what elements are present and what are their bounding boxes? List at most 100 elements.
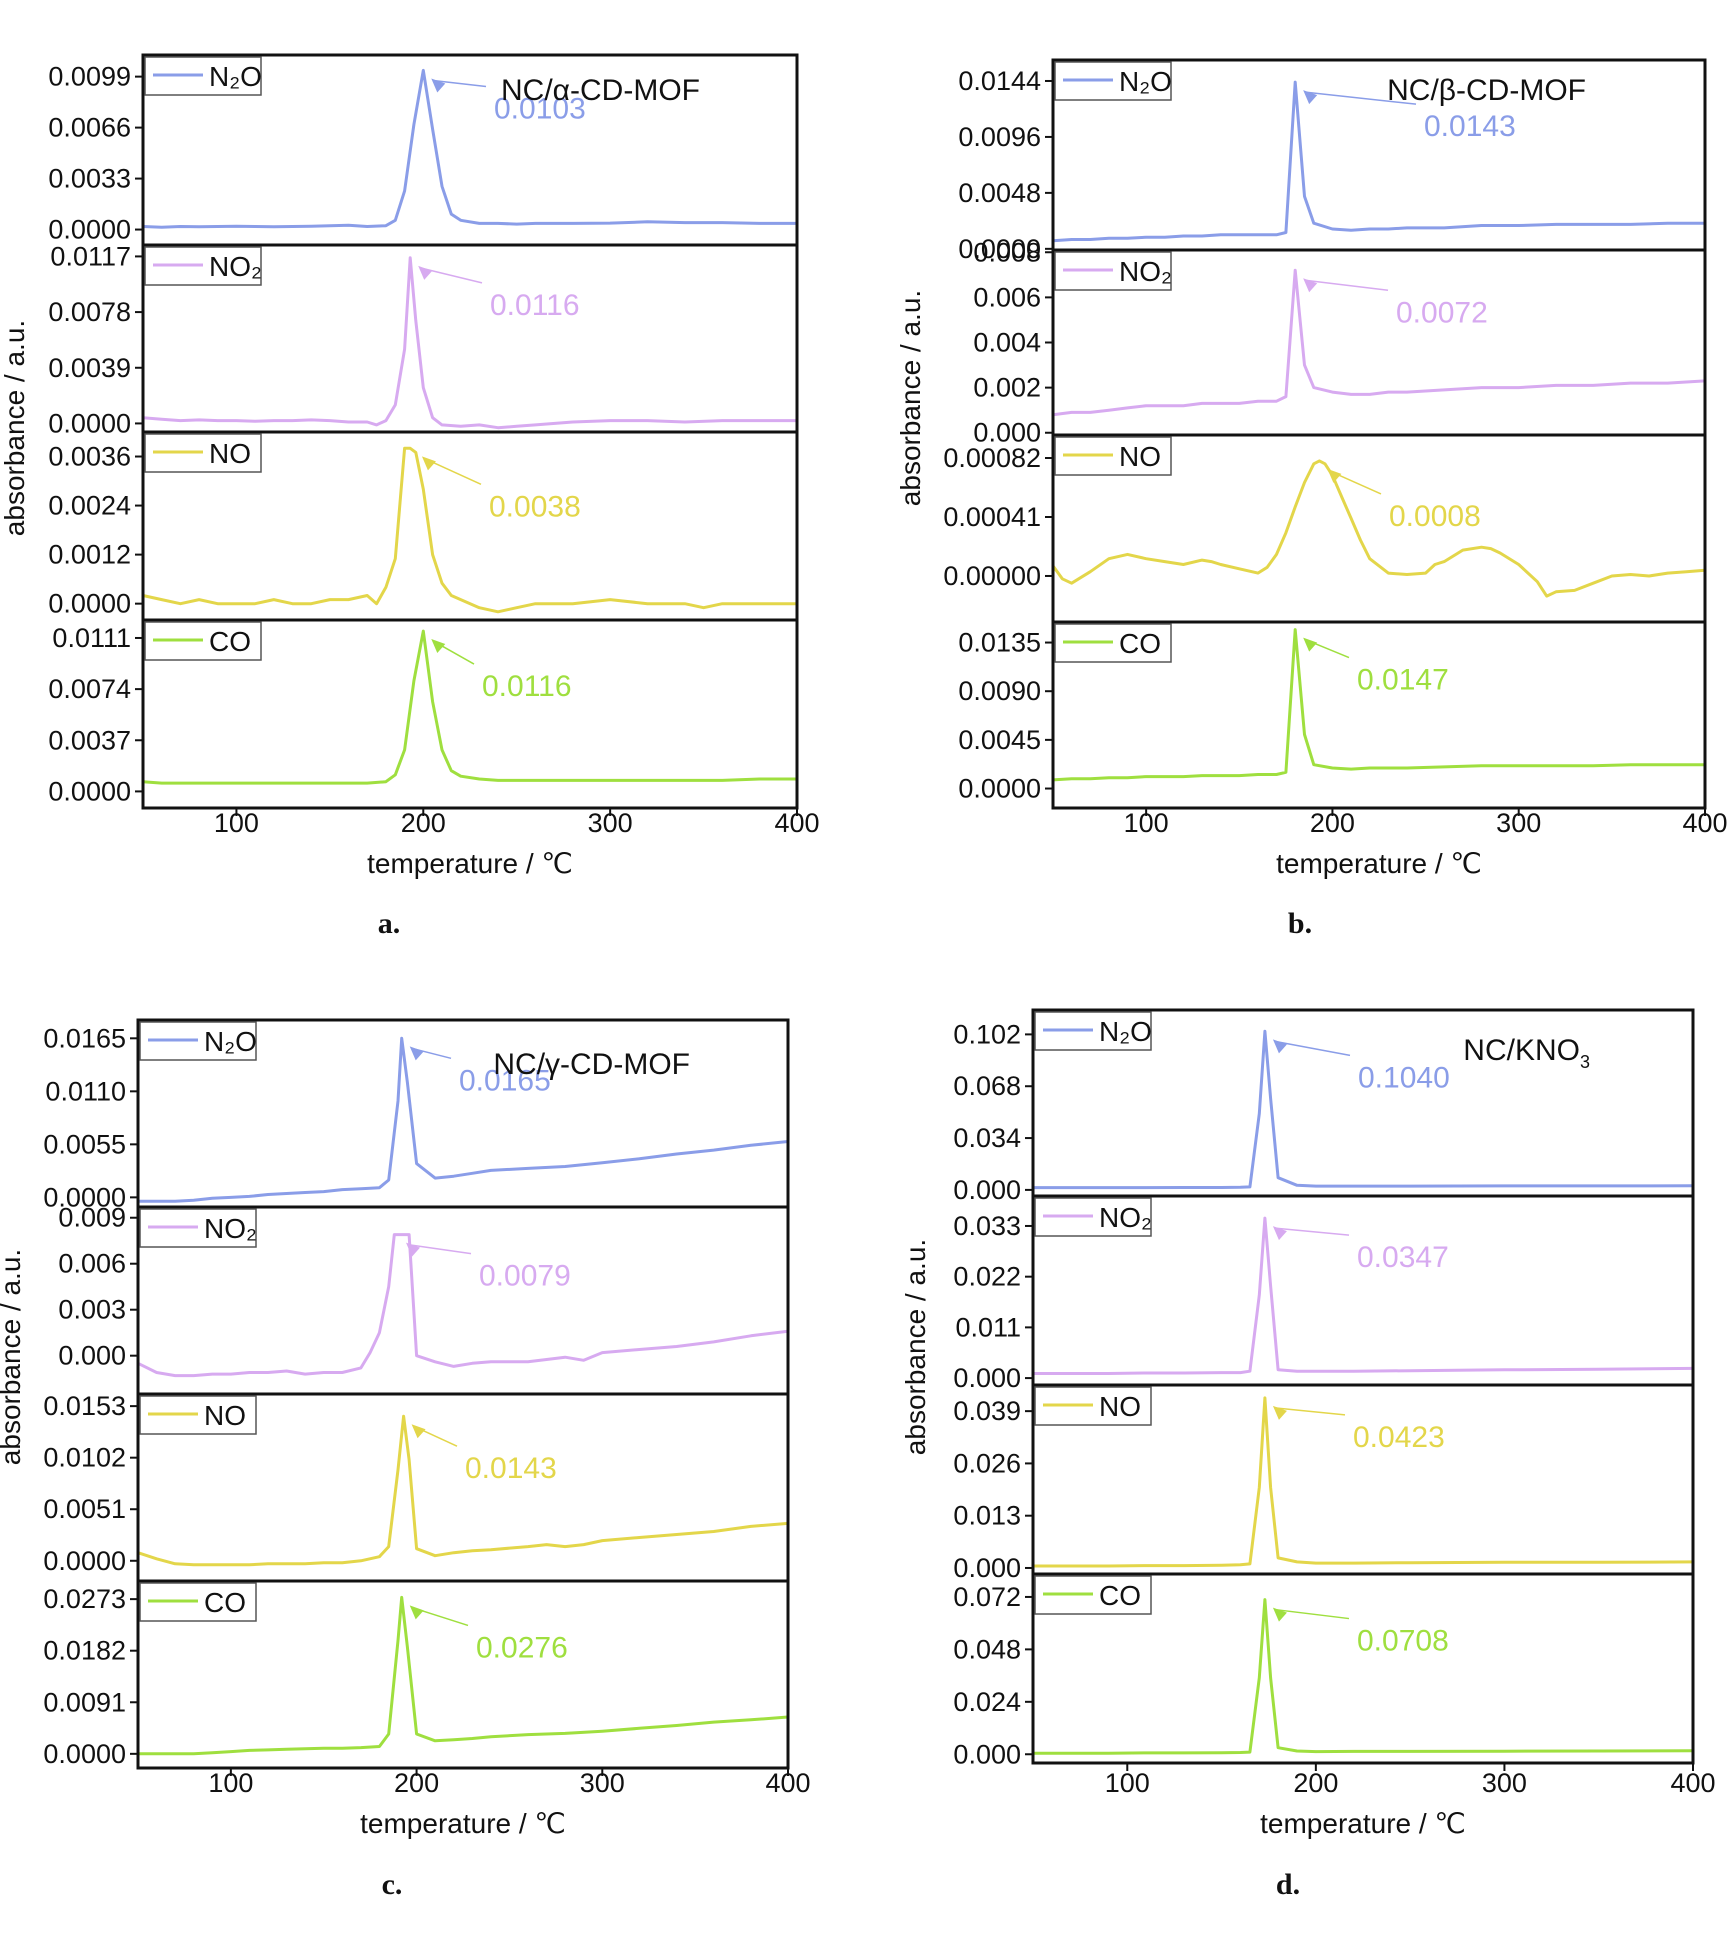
- sample-label-text: NC/KNO: [1463, 1034, 1580, 1067]
- peak-arrowhead: [1272, 1226, 1287, 1241]
- y-tick-label: 0.0045: [958, 725, 1041, 755]
- y-tick-label: 0.0117: [50, 241, 131, 271]
- sample-label: NC/KNO3: [1463, 1034, 1590, 1072]
- series-line-n2o: [138, 1036, 789, 1203]
- x-axis-title: temperature / ℃: [1260, 1808, 1466, 1839]
- legend-label: NO₂: [204, 1213, 257, 1244]
- peak-value-label: 0.0116: [482, 670, 572, 703]
- x-tick-label: 300: [588, 808, 633, 838]
- y-tick-label: 0.00082: [943, 443, 1041, 473]
- y-tick-label: 0.000: [953, 1739, 1021, 1769]
- panel-letter: c.: [382, 1868, 403, 1901]
- peak-arrowhead: [418, 265, 433, 280]
- peak-value-label: 0.0038: [489, 490, 581, 523]
- x-axis-title: temperature / ℃: [367, 848, 573, 879]
- subplot-co: 0.0000 0.0045 0.0090 0.0135 CO 0.0147: [958, 620, 1707, 810]
- y-tick-label: 0.000: [953, 1553, 1021, 1583]
- legend-label: N₂O: [209, 61, 262, 92]
- peak-value-label: 0.0347: [1357, 1241, 1449, 1274]
- peak-value-label: 0.0423: [1353, 1421, 1445, 1454]
- subplot-no: 0.0000 0.0051 0.0102 0.0153 NO 0.0143: [43, 1391, 790, 1583]
- subplot-no2: 0.000 0.002 0.004 0.006 0.008 NO₂ 0.0072: [973, 237, 1707, 448]
- peak-arrowhead: [1327, 468, 1342, 483]
- y-tick-label: 0.0024: [48, 491, 131, 521]
- y-tick-label: 0.0182: [43, 1636, 126, 1666]
- y-tick-label: 0.0102: [43, 1443, 126, 1473]
- y-tick-label: 0.0165: [43, 1023, 126, 1053]
- peak-arrowhead: [411, 1424, 426, 1439]
- y-tick-label: 0.011: [955, 1312, 1021, 1342]
- y-tick-label: 0.000: [973, 418, 1041, 448]
- y-tick-label: 0.000: [953, 1175, 1021, 1205]
- x-tick-label: 400: [765, 1768, 810, 1798]
- legend-label: NO: [204, 1400, 246, 1431]
- y-tick-label: 0.0000: [43, 1182, 126, 1212]
- subplot-co: 0.0000 0.0091 0.0182 0.0273 CO 0.0276: [43, 1579, 790, 1770]
- series-line-no2: [1033, 1216, 1694, 1375]
- y-tick-label: 0.0000: [48, 215, 131, 245]
- legend-label: NO₂: [1099, 1202, 1152, 1233]
- subplot-n2o: 0.0000 0.0048 0.0096 0.0144 N₂O 0.0143: [958, 58, 1707, 264]
- x-tick-label: 200: [1293, 1768, 1338, 1798]
- peak-arrowhead: [431, 78, 446, 93]
- y-tick-label: 0.006: [58, 1249, 126, 1279]
- y-tick-label: 0.0000: [958, 774, 1041, 804]
- y-tick-label: 0.068: [953, 1071, 1021, 1101]
- y-tick-label: 0.0000: [48, 589, 131, 619]
- x-tick-label: 200: [394, 1768, 439, 1798]
- peak-arrow: [1305, 91, 1417, 105]
- peak-arrow: [1274, 1407, 1346, 1416]
- y-tick-label: 0.0153: [43, 1391, 126, 1421]
- y-tick-label: 0.0033: [48, 164, 131, 194]
- y-tick-label: 0.0078: [48, 297, 131, 327]
- x-axis-title: temperature / ℃: [360, 1808, 566, 1839]
- sample-label-text: NC/α-CD-MOF: [501, 74, 700, 107]
- y-tick-label: 0.033: [953, 1211, 1021, 1241]
- y-tick-label: 0.0000: [48, 776, 131, 806]
- peak-value-label: 0.1040: [1358, 1061, 1450, 1094]
- subplot-no: 0.00000 0.00041 0.00082 NO 0.0008: [943, 433, 1707, 624]
- y-tick-label: 0.0039: [48, 353, 131, 383]
- peak-arrow: [1274, 1608, 1350, 1620]
- legend-label: CO: [1119, 628, 1161, 659]
- y-axis-title: absorbance / a.u.: [900, 1239, 931, 1455]
- series-line-co: [138, 1595, 789, 1756]
- y-tick-label: 0.0135: [958, 628, 1041, 658]
- peak-arrowhead: [1303, 278, 1318, 293]
- peak-value-label: 0.0072: [1396, 296, 1488, 329]
- peak-value-label: 0.0103: [494, 92, 586, 125]
- legend-label: N₂O: [204, 1026, 257, 1057]
- panel-letter: d.: [1276, 1868, 1300, 1901]
- subplot-no: 0.0000 0.0012 0.0024 0.0036 NO 0.0038: [48, 430, 799, 622]
- y-tick-label: 0.048: [953, 1634, 1021, 1664]
- legend-label: CO: [204, 1587, 246, 1618]
- series-line-no2: [1052, 268, 1706, 417]
- y-tick-label: 0.0111: [52, 623, 131, 653]
- y-tick-label: 0.006: [973, 282, 1041, 312]
- peak-value-label: 0.0147: [1357, 664, 1449, 697]
- subplot-frame: [136, 1579, 790, 1770]
- series-line-no2: [137, 1233, 789, 1378]
- peak-arrowhead: [1272, 1039, 1287, 1054]
- series-line-no: [142, 446, 797, 614]
- peak-arrow: [407, 1243, 472, 1255]
- x-tick-label: 400: [774, 808, 819, 838]
- y-axis-title: absorbance / a.u.: [895, 290, 926, 506]
- y-tick-label: 0.0051: [43, 1494, 126, 1524]
- x-axis-title: temperature / ℃: [1276, 848, 1482, 879]
- y-tick-label: 0.0110: [45, 1076, 126, 1106]
- y-tick-label: 0.0099: [48, 62, 131, 92]
- y-tick-label: 0.0091: [43, 1687, 126, 1717]
- legend-label: NO₂: [1119, 256, 1172, 287]
- legend-label: NO₂: [209, 251, 262, 282]
- y-tick-label: 0.024: [953, 1687, 1021, 1717]
- y-axis-title: absorbance / a.u.: [0, 1249, 26, 1465]
- x-tick-label: 100: [1124, 808, 1169, 838]
- y-tick-label: 0.0090: [958, 676, 1041, 706]
- peak-value-label: 0.0116: [490, 289, 580, 322]
- y-tick-label: 0.002: [973, 373, 1041, 403]
- y-tick-label: 0.039: [953, 1396, 1021, 1426]
